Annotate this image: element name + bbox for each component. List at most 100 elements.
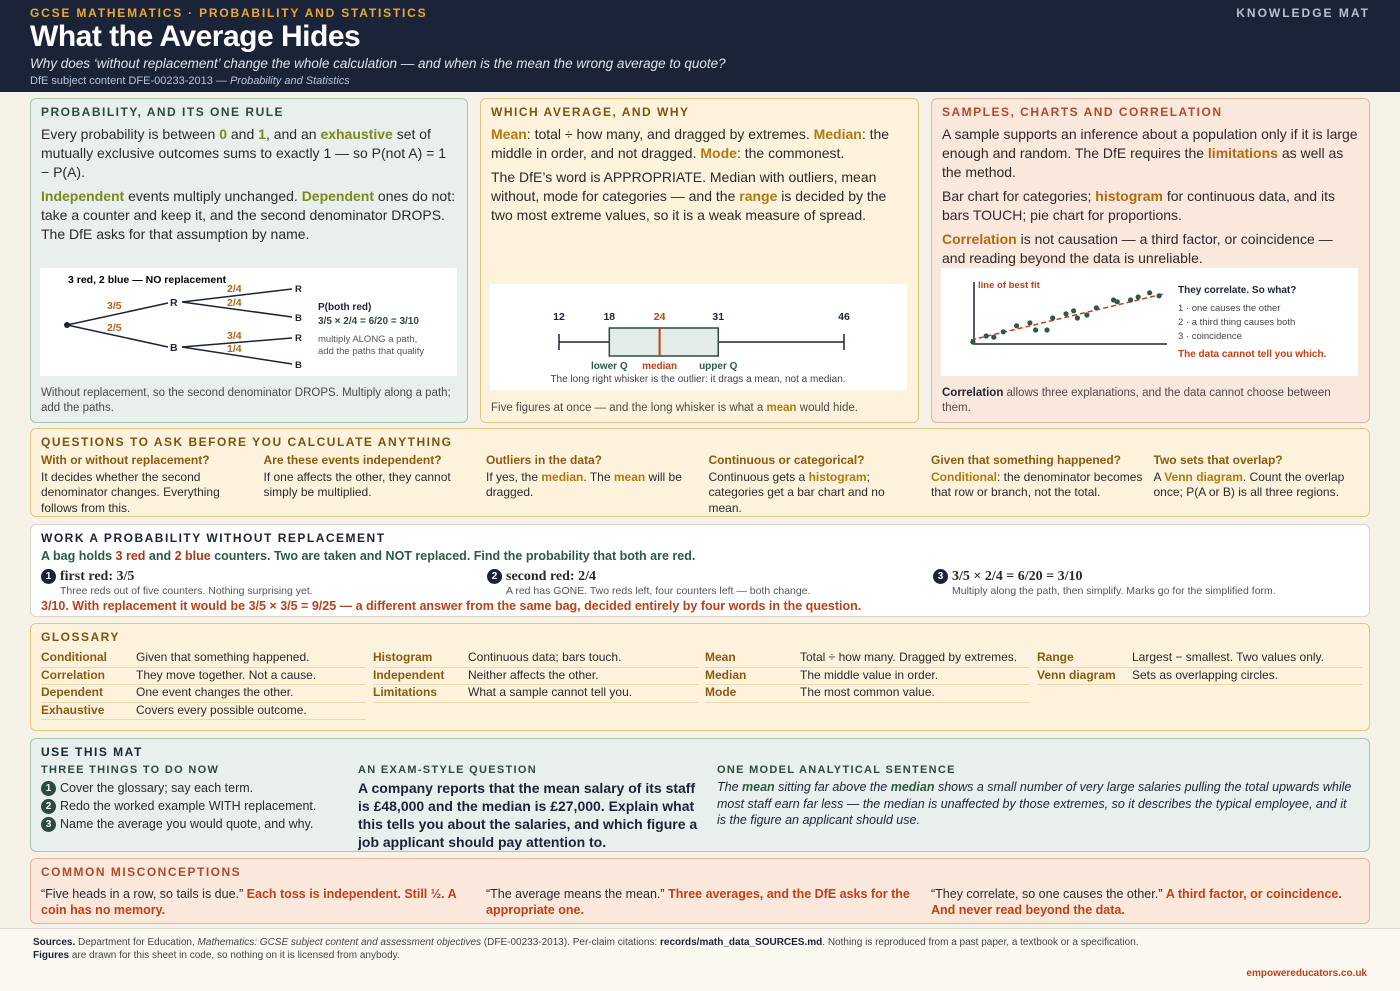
point xyxy=(1000,329,1006,335)
problem: A bag holds 3 red and 2 blue counters. T… xyxy=(41,549,1359,563)
text-run: Five figures at once — and the long whis… xyxy=(491,402,767,414)
emphasis: histogram xyxy=(808,469,867,484)
question: Continuous or categorical? Continuous get… xyxy=(709,453,921,516)
text-run: for continuous data, and its bars TOUCH;… xyxy=(942,188,1335,223)
question-heading: Two sets that overlap? xyxy=(1153,453,1283,467)
model: ONE MODEL ANALYTICAL SENTENCE The mean s… xyxy=(717,764,1357,829)
point xyxy=(1071,308,1077,314)
tree-title: 3 red, 2 blue — NO replacement xyxy=(68,274,227,286)
badge: KNOWLEDGE MAT xyxy=(1236,6,1370,20)
model-sentence: The mean sitting far above the median sh… xyxy=(717,779,1357,829)
step-line: 3 3/5 × 2/4 = 6/20 = 3/10 xyxy=(933,567,1276,585)
fix: A third factor, or coincidence. And neve… xyxy=(931,887,1342,917)
paragraph: Mean: total ÷ how many, and dragged by e… xyxy=(491,125,908,163)
branch-label: 3/4 xyxy=(227,330,242,342)
definition: Given that something happened. xyxy=(136,650,310,664)
text-run: The DfE’s word is APPROPRIATE. Median wi… xyxy=(491,169,877,204)
footer: Sources. Department for Education, Mathe… xyxy=(0,928,1400,991)
fix: Three averages, and the DfE asks for the… xyxy=(486,887,910,917)
todo-item: 2 Redo the worked example WITH replacemen… xyxy=(41,797,341,815)
glossary-row: Exhaustive Covers every possible outcome. xyxy=(41,703,366,720)
emphasis: median xyxy=(541,469,584,484)
branch-label: 2/5 xyxy=(107,322,122,334)
point xyxy=(1084,312,1090,318)
term: Limitations xyxy=(373,685,438,699)
text-run: If one affects the other, they cannot si… xyxy=(263,469,451,500)
emphasis: 1 xyxy=(258,126,266,142)
text-run: as well as the method. xyxy=(942,145,1344,180)
emphasis: mean xyxy=(766,402,797,414)
point xyxy=(1074,315,1080,321)
question-heading: Are these events independent? xyxy=(263,453,442,467)
text-run: will be dragged. xyxy=(486,469,682,500)
point xyxy=(1050,315,1056,321)
option: 1 · one causes the other xyxy=(1178,303,1280,314)
question: Given that something happened? Conditiona… xyxy=(931,453,1143,501)
value-label: 12 xyxy=(553,311,565,323)
definition: Neither affects the other. xyxy=(468,667,599,682)
emphasis: limitations xyxy=(1207,145,1278,161)
source-line: DfE subject content DFE-00233-2013 — Pro… xyxy=(30,75,350,87)
step-heading: 3/5 × 2/4 = 6/20 = 3/10 xyxy=(952,569,1083,584)
definition: Total ÷ how many. Dragged by extremes. xyxy=(800,650,1018,664)
glossary-row: Correlation They move together. Not a cau… xyxy=(41,667,366,685)
todo-number: 2 xyxy=(41,799,56,814)
sub-heading: AN EXAM-STYLE QUESTION xyxy=(358,764,537,776)
point xyxy=(1147,290,1153,296)
todo-text: Redo the worked example WITH replacement… xyxy=(60,799,317,813)
glossary-panel: GLOSSARY Conditional Given that something… xyxy=(30,623,1370,731)
glossary-column: Range Largest − smallest. Two values only… xyxy=(1037,650,1362,685)
text-run: . Nothing is reproduced from a past pape… xyxy=(822,937,1139,948)
emphasis: mean xyxy=(613,469,646,484)
question-answer: If one affects the other, they cannot si… xyxy=(264,470,476,501)
paragraph: A sample supports an inference about a p… xyxy=(942,125,1359,182)
node-label: R xyxy=(170,297,178,309)
note-line: multiply ALONG a path, xyxy=(318,334,417,345)
misconceptions-panel: COMMON MISCONCEPTIONS “Five heads in a r… xyxy=(30,858,1370,924)
text-run: events multiply unchanged. xyxy=(124,188,302,204)
glossary-row: Limitations What a sample cannot tell you… xyxy=(373,685,698,703)
glossary-row: Histogram Continuous data; bars touch. xyxy=(373,650,698,668)
point xyxy=(1033,327,1039,333)
branches xyxy=(66,288,293,365)
misconception: “The average means the mean.” Three aver… xyxy=(486,886,916,918)
paragraph: Bar chart for categories; histogram for … xyxy=(942,187,1359,225)
point xyxy=(991,334,997,340)
term: Median xyxy=(705,667,747,682)
point xyxy=(1027,320,1033,326)
point xyxy=(1093,305,1099,311)
text-run: set of mutually exclusive outcomes sums … xyxy=(41,126,447,180)
text-run: If yes, the xyxy=(486,469,542,484)
option: 2 · a third thing causes both xyxy=(1178,317,1295,328)
step-number: 1 xyxy=(41,569,56,584)
italic-run: Mathematics: GCSE subject content and as… xyxy=(197,937,482,948)
text-run: . Count the overlap once; P(A or B) is a… xyxy=(1153,469,1345,500)
conclusion: 3/10. With replacement it would be 3/5 ×… xyxy=(41,599,862,613)
text-run: Continuous gets a xyxy=(708,469,809,484)
panel-heading: PROBABILITY, AND ITS ONE RULE xyxy=(41,105,285,119)
paragraph: The DfE’s word is APPROPRIATE. Median wi… xyxy=(491,168,908,225)
text-run: allows three explanations, and the data … xyxy=(942,387,1331,414)
text-run: Every probability is between xyxy=(41,126,220,142)
node-label: B xyxy=(170,342,178,354)
myth: “Five heads in a row, so tails is due.” xyxy=(41,887,244,901)
todo: THREE THINGS TO DO NOW 1 Cover the glossa… xyxy=(41,764,341,833)
scatter: line of best fit They correlate. So what?… xyxy=(941,268,1358,376)
point xyxy=(1044,327,1050,333)
emphasis: Figures xyxy=(33,950,70,961)
averages-panel: WHICH AVERAGE, AND WHY Mean: total ÷ how… xyxy=(480,98,919,423)
misconception: “They correlate, so one causes the other… xyxy=(931,886,1361,918)
emphasis: mean xyxy=(742,780,775,794)
verdict: The data cannot tell you which. xyxy=(1178,349,1327,360)
term: Mean xyxy=(705,650,736,664)
glossary-column: Mean Total ÷ how many. Dragged by extreme… xyxy=(705,650,1030,703)
step-number: 2 xyxy=(487,569,502,584)
step: 1 first red: 3/5 Three reds out of five co… xyxy=(41,567,313,597)
emphasis: range xyxy=(739,188,778,204)
question-answer: Continuous gets a histogram; categories … xyxy=(709,470,921,517)
sub-heading: THREE THINGS TO DO NOW xyxy=(41,764,220,776)
emphasis: Venn diagram xyxy=(1164,469,1243,484)
definition: They move together. Not a cause. xyxy=(136,667,317,682)
text-run: is not causation — a third factor, or co… xyxy=(942,231,1333,266)
box-label: upper Q xyxy=(699,361,738,372)
